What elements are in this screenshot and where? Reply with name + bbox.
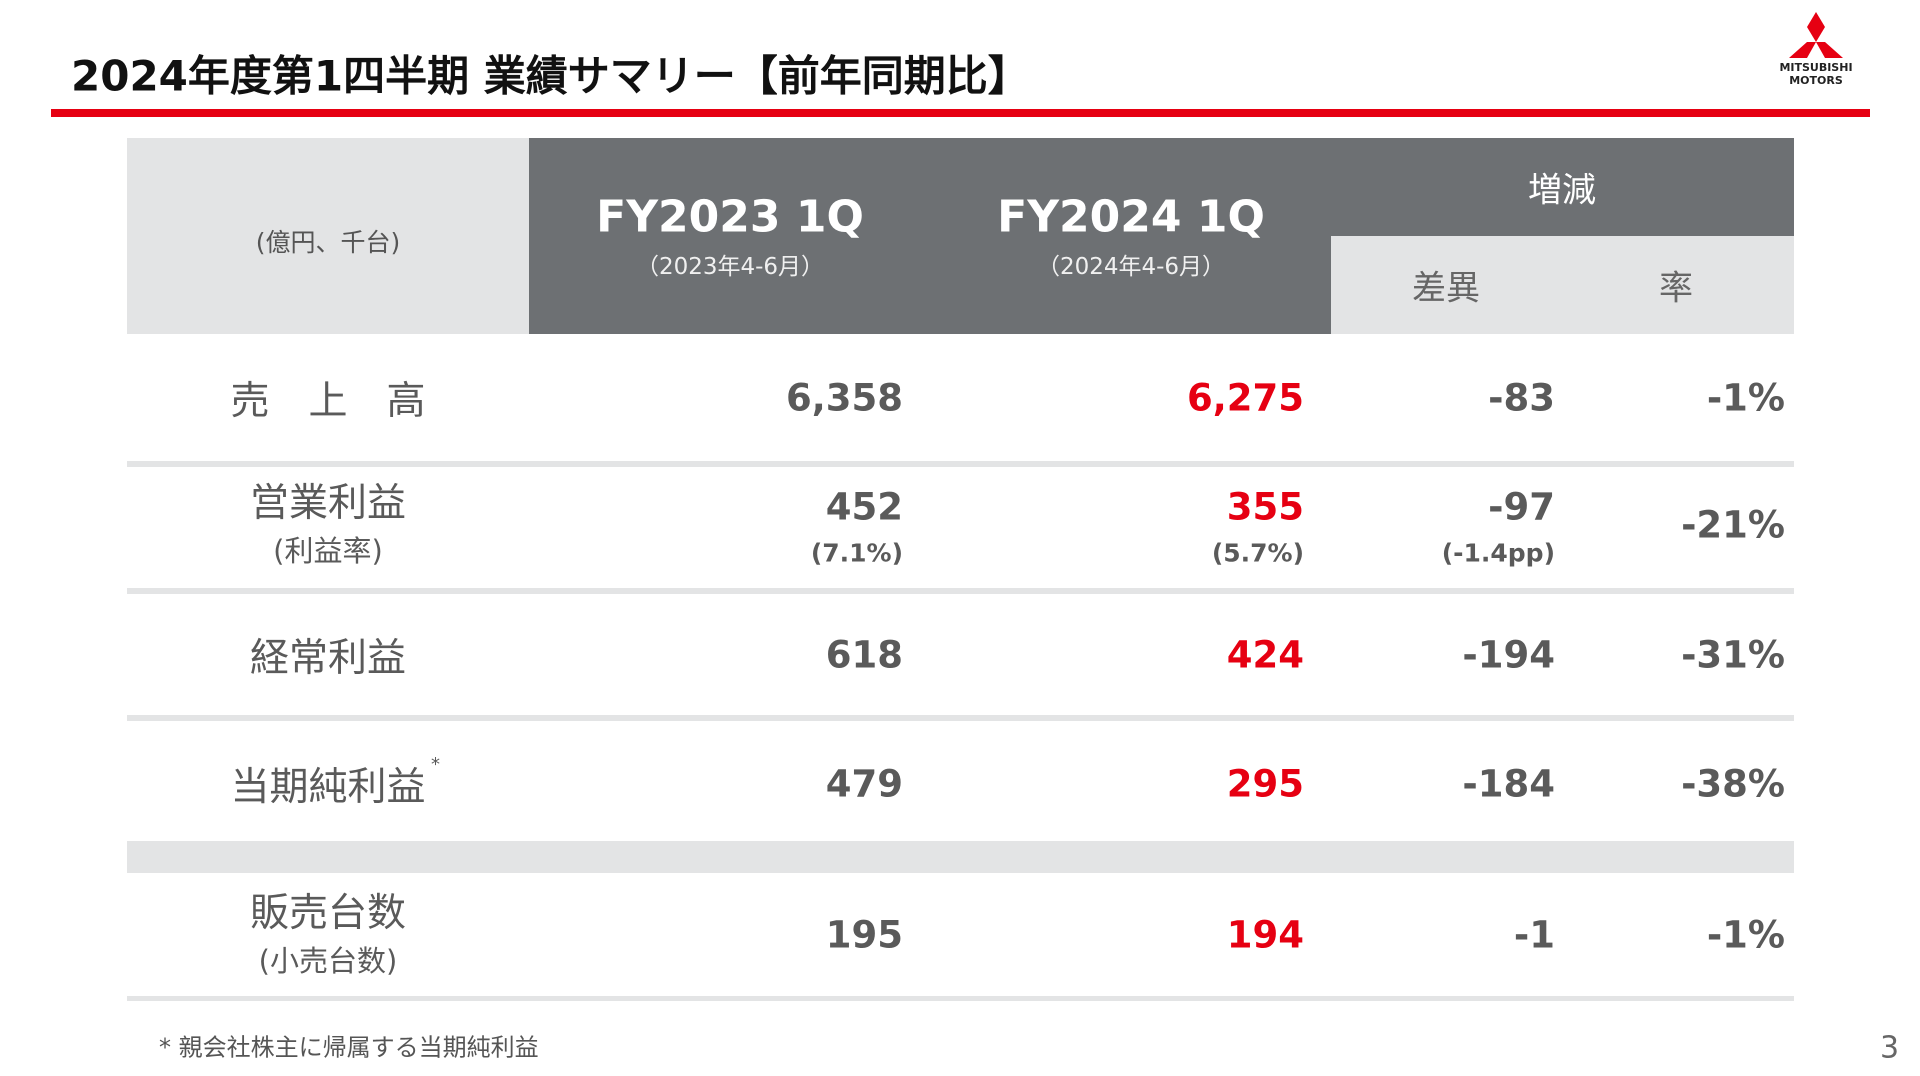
cell-value: -97 [1488, 485, 1555, 529]
column-subheader: （2024年4-6月） [1036, 254, 1226, 280]
cell-value: 479 [825, 762, 903, 806]
cell-value: -83 [1488, 376, 1555, 420]
row-label: 当期純利益 [230, 765, 426, 810]
cell-value: -194 [1462, 633, 1555, 677]
row-rule [127, 588, 1794, 594]
row-label: 売 上 高 [230, 379, 426, 424]
logo-text: MOTORS [1789, 74, 1843, 87]
cell-value: -1% [1706, 376, 1785, 420]
row-band [127, 841, 1794, 873]
cell-value: 424 [1226, 633, 1304, 677]
cell-value: -1 [1513, 913, 1555, 957]
row-sublabel: (小売台数) [258, 944, 398, 978]
row-label: 経常利益 [249, 636, 407, 681]
cell-value: -184 [1462, 762, 1555, 806]
column-header: FY2024 1Q [997, 191, 1265, 243]
column-subheader: 率 [1659, 268, 1693, 309]
header-cell [529, 236, 1331, 334]
cell-value: -38% [1681, 762, 1785, 806]
column-subheader: （2023年4-6月） [635, 254, 825, 280]
row-label: 営業利益 [249, 481, 407, 526]
cell-value: -1% [1706, 913, 1785, 957]
row-rule [127, 996, 1794, 1001]
column-header: FY2023 1Q [596, 191, 864, 243]
cell-value: 452 [825, 485, 903, 529]
row-rule [127, 715, 1794, 721]
cell-value: 195 [825, 913, 903, 957]
footnote-marker: * [431, 754, 440, 775]
title: 2024年度第1四半期 業績サマリー【前年同期比】 [71, 51, 1030, 101]
cell-value: 194 [1226, 913, 1304, 957]
cell-value: 355 [1226, 485, 1304, 529]
cell-value: 6,275 [1186, 376, 1304, 420]
title-rule [51, 109, 1870, 117]
page-number: 3 [1880, 1030, 1900, 1066]
column-header: 増減 [1528, 170, 1596, 211]
footnote: * 親会社株主に帰属する当期純利益 [159, 1033, 539, 1062]
logo-text: MITSUBISHI [1779, 61, 1852, 74]
cell-value: 295 [1226, 762, 1304, 806]
row-label: 販売台数 [249, 891, 407, 936]
cell-value: -31% [1681, 633, 1785, 677]
header-cell [529, 138, 1794, 236]
header-cell [127, 138, 529, 334]
cell-subvalue: (7.1%) [810, 538, 903, 568]
logo: MITSUBISHI MOTORS [1779, 12, 1853, 87]
unit: (億円、千台) [255, 228, 401, 257]
header-cell [1331, 236, 1794, 334]
cell-value: 6,358 [785, 376, 903, 420]
row-sublabel: (利益率) [273, 534, 383, 568]
cell-value: 618 [825, 633, 903, 677]
column-subheader: 差異 [1412, 268, 1480, 309]
cell-subvalue: (5.7%) [1211, 538, 1304, 568]
cell-value: -21% [1681, 503, 1785, 547]
row-rule [127, 461, 1794, 467]
cell-subvalue: (-1.4pp) [1441, 538, 1555, 568]
